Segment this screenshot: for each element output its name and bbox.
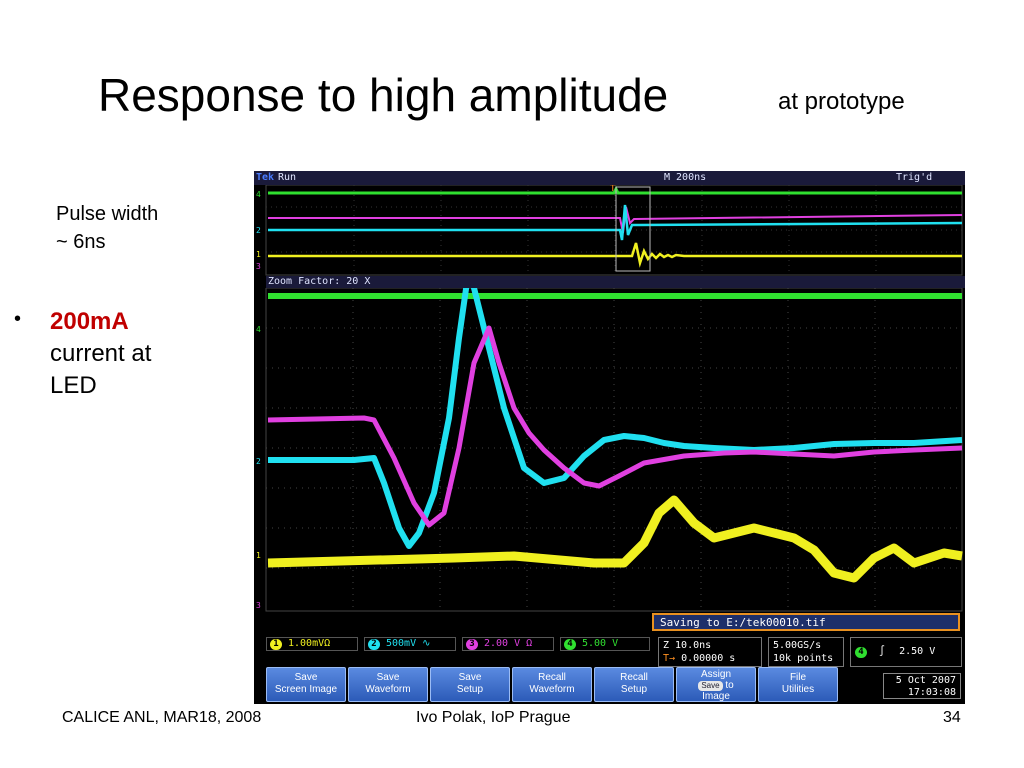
date-time-display: 5 Oct 2007 17:03:08 [883,673,961,699]
recall-waveform-button[interactable]: Recall Waveform [512,667,592,702]
trigger-level: 2.50 V [899,646,936,657]
bullet-line-3: LED [50,372,97,399]
sample-rate: 5.00GS/s [773,640,822,651]
button-line-1: Assign [700,669,731,680]
ch1-readout[interactable]: 1 1.00mVΩ [266,637,358,651]
button-line-2: Waveform [365,684,411,695]
bullet-text: 200mA current at LED [50,306,151,402]
bullet-highlight: 200mA [50,308,129,335]
zoom-trace-ch2 [268,288,963,549]
button-line-1: Save [294,672,318,683]
save-screen-image-button[interactable]: Save Screen Image [266,667,346,702]
bullet-icon: • [14,308,22,330]
button-line-3: Image [702,691,730,702]
slide-title: Response to high amplitude [98,69,669,121]
button-line-1: Save [458,672,482,683]
note-line-2: ~ 6ns [56,231,106,253]
footer-left: CALICE ANL, MAR18, 2008 [62,709,262,726]
ch4-badge: 4 [564,639,576,650]
scope-softkey-bar: Save Screen Image Save Waveform Save Set… [266,667,965,704]
page-number: 34 [943,709,961,726]
ch1-marker: 1 [256,250,261,259]
overview-trace-ch2 [268,204,963,241]
note-line-1: Pulse width [56,203,159,225]
trigger-readout[interactable]: 4 ∫ 2.50 V [850,637,962,667]
ch2-readout[interactable]: 2 500mV ∿ [364,637,456,651]
ch4-marker: 4 [256,190,261,199]
button-line-1: Recall [620,672,648,683]
button-line-2: Screen Image [274,684,338,695]
button-line-2: Setup [456,684,484,695]
zoom-position: 0.00000 s [681,653,736,664]
pulse-width-note: Pulse width ~ 6ns [56,200,158,256]
button-line-2: Utilities [781,684,815,695]
trigger-slope-icon: ∫ [879,646,886,657]
bullet-line-2: current at [50,340,152,367]
ch3-badge: 3 [466,639,478,650]
run-state: Run [278,172,297,183]
ch1-badge: 1 [270,639,282,650]
button-line-1: Recall [538,672,566,683]
save-chip: Save [698,681,723,691]
zoom-trace-ch3 [267,325,963,528]
zoom-time: Z 10.0ns [663,640,712,651]
recall-setup-button[interactable]: Recall Setup [594,667,674,702]
button-line-2: Setup [620,684,648,695]
button-line-2: Waveform [529,684,575,695]
zoom-ch1-marker: 1 [256,551,261,560]
trigger-state: Trig'd [896,172,933,183]
zoom-ch4-marker: 4 [256,325,261,334]
file-utilities-button[interactable]: File Utilities [758,667,838,702]
button-line-1: File [789,672,807,683]
trigger-channel-badge: 4 [855,647,867,658]
ch3-marker: 3 [256,262,261,271]
button-line-1: Save [376,672,400,683]
ch3-readout[interactable]: 3 2.00 V Ω [462,637,554,651]
channel-readouts: 1 1.00mVΩ 2 500mV ∿ 3 2.00 V Ω 4 5.00 V Z 10… [266,635,965,669]
saving-status-message: Saving to E:/tek00010.tif [652,613,960,631]
zoom-waveform-display: 4 2 1 3 [256,288,963,612]
ch1-scale: 1.00mVΩ [288,638,331,649]
zoom-ch2-marker: 2 [256,457,261,466]
ch2-marker: 2 [256,226,261,235]
ch3-scale: 2.00 V Ω [484,638,533,649]
ch2-badge: 2 [368,639,380,650]
zoom-factor-label: Zoom Factor: 20 X [268,276,371,287]
assign-save-button[interactable]: Assign Save to Image [676,667,756,702]
overview-trace-ch1 [268,242,962,268]
ch2-scale: 500mV ∿ [386,638,431,649]
scope-date: 5 Oct 2007 [895,675,956,686]
timebase-readout: M 200ns [664,172,707,183]
trigger-position-marker: T [609,185,616,194]
save-waveform-button[interactable]: Save Waveform [348,667,428,702]
slide-subtitle: at prototype [778,88,905,115]
overview-waveform-display: 4 2 1 3 T [256,185,963,276]
oscilloscope-screen: Tek Run M 200ns Trig'd 4 2 1 3 T Zoom Fa… [254,171,965,704]
zoom-factor-bar: Zoom Factor: 20 X [266,276,965,288]
scope-time: 17:03:08 [907,687,956,698]
save-setup-button[interactable]: Save Setup [430,667,510,702]
trigger-pos-icon: T→ [663,653,676,664]
footer-center: Ivo Polak, IoP Prague [416,709,571,726]
zoom-ch3-marker: 3 [256,601,261,610]
zoom-time-readout[interactable]: Z 10.0ns T→ 0.00000 s [658,637,762,667]
zoom-trace-ch1 [267,495,963,583]
brand-logo: Tek [256,172,275,183]
scope-status-bar: Tek Run M 200ns Trig'd [254,171,965,185]
ch4-readout[interactable]: 4 5.00 V [560,637,650,651]
acquisition-readout[interactable]: 5.00GS/s 10k points [768,637,844,667]
button-line-2: to [725,680,734,691]
ch4-scale: 5.00 V [582,638,619,649]
record-length: 10k points [773,653,834,664]
